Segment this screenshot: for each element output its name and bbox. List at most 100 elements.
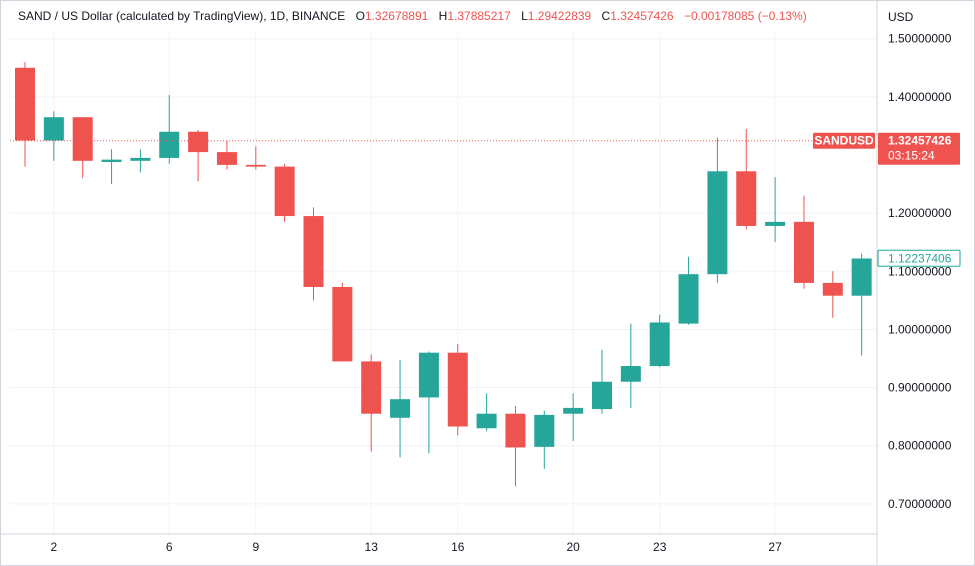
currency-label: USD <box>888 10 914 24</box>
close-label: C <box>601 9 611 23</box>
price-tick-label: 1.10000000 <box>888 264 952 278</box>
candle <box>736 128 757 230</box>
candle-body <box>15 67 35 141</box>
symbol-badge-bg <box>813 132 875 149</box>
high-value: 1.37885217 <box>447 9 511 23</box>
candle <box>361 354 382 452</box>
candle <box>765 177 786 243</box>
price-tick-label: 1.20000000 <box>888 206 952 220</box>
last-price-badge: SANDUSD 1.32457426 03:15:24 <box>813 132 960 165</box>
candle <box>101 149 122 185</box>
candle-body <box>707 171 728 275</box>
symbol-badge-text: SANDUSD <box>814 134 874 148</box>
candle-body <box>274 166 295 217</box>
candle-body <box>505 413 526 448</box>
candle <box>43 111 64 161</box>
high-label: H <box>438 9 448 23</box>
price-tick-label: 1.00000000 <box>888 322 952 336</box>
price-axis-labels[interactable]: 1.50000000 1.40000000 1.20000000 1.10000000… <box>888 32 952 511</box>
time-tick-label: 23 <box>653 540 667 554</box>
change-value: −0.00178085 (−0.13%) <box>683 9 807 23</box>
candle-body <box>736 171 757 226</box>
candle-body <box>822 282 843 296</box>
candle <box>303 207 324 301</box>
candle-body <box>447 352 468 427</box>
candle-body <box>563 407 584 414</box>
close-value: 1.32457426 <box>610 9 674 23</box>
candle-body <box>101 159 122 162</box>
candle <box>476 393 497 432</box>
candle-body <box>592 381 612 410</box>
countdown-text: 03:15:24 <box>888 149 935 163</box>
candle <box>822 271 843 318</box>
grid-lines <box>10 30 877 534</box>
candle-body <box>851 258 872 296</box>
candle-body <box>765 221 786 226</box>
price-tick-label: 0.80000000 <box>888 439 952 453</box>
candle-body <box>303 216 324 287</box>
candles <box>15 61 872 487</box>
time-tick-label: 6 <box>166 540 173 554</box>
time-tick-label: 27 <box>768 540 782 554</box>
open-value: 1.32678891 <box>364 9 429 23</box>
candle-body <box>159 131 180 158</box>
candle-body <box>332 286 353 362</box>
low-value: 1.29422839 <box>527 9 592 23</box>
last-price-bg <box>878 132 960 165</box>
open-label: O <box>355 9 365 23</box>
candle <box>505 406 526 487</box>
candle-body <box>534 414 555 447</box>
candle <box>592 349 612 414</box>
candle <box>851 253 872 356</box>
candle-body <box>476 413 497 429</box>
candle <box>793 195 814 289</box>
price-tick-label: 1.50000000 <box>888 32 952 46</box>
candle-body <box>188 131 209 153</box>
chart-legend: SAND / US Dollar (calculated by TradingV… <box>18 9 807 23</box>
candle <box>332 282 353 362</box>
candle <box>534 410 555 469</box>
candle <box>274 163 295 222</box>
axes <box>0 0 878 566</box>
candle-body <box>418 352 439 398</box>
candle <box>245 146 266 170</box>
candle <box>72 117 93 179</box>
candle-body <box>620 366 641 382</box>
candle-body <box>245 164 266 167</box>
candle <box>15 61 35 167</box>
candle-body <box>72 117 93 161</box>
price-tick-label: 1.40000000 <box>888 90 952 104</box>
time-tick-label: 16 <box>451 540 465 554</box>
candle <box>447 343 468 436</box>
candle <box>418 351 439 454</box>
candle-body <box>130 157 151 161</box>
time-tick-label: 13 <box>365 540 379 554</box>
candle-body <box>216 152 237 165</box>
candle-body <box>361 361 382 414</box>
candle <box>188 130 209 182</box>
secondary-price-bg <box>877 249 961 267</box>
candle <box>707 137 728 283</box>
time-tick-label: 20 <box>566 540 580 554</box>
symbol-title[interactable]: SAND / US Dollar (calculated by TradingV… <box>18 9 346 23</box>
candle-body <box>649 322 670 367</box>
candle <box>620 323 641 408</box>
candle-body <box>793 221 814 283</box>
low-label: L <box>521 9 528 23</box>
candle <box>216 140 237 170</box>
candle <box>159 95 180 164</box>
secondary-price-badge: 1.12237406 <box>877 249 961 267</box>
time-axis-labels[interactable]: 2 6 9 13 16 20 23 27 <box>51 540 783 554</box>
candle-body <box>678 274 699 324</box>
candle <box>649 314 670 368</box>
last-price-text: 1.32457426 <box>888 134 952 148</box>
price-tick-label: 0.90000000 <box>888 381 952 395</box>
candle-body <box>43 117 64 141</box>
secondary-price-text: 1.12237406 <box>888 251 952 265</box>
time-tick-label: 2 <box>51 540 58 554</box>
price-tick-label: 0.70000000 <box>888 497 952 511</box>
candle <box>390 359 411 458</box>
candle <box>678 256 699 325</box>
candle-body <box>390 399 411 418</box>
